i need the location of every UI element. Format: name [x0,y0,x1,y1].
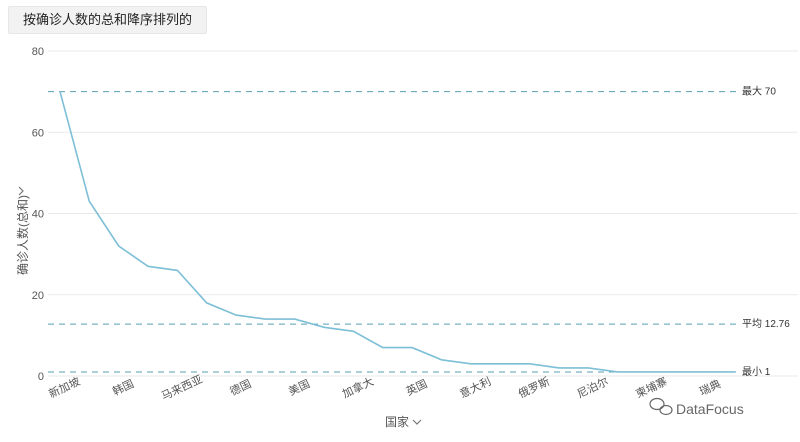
watermark: DataFocus [649,397,744,417]
watermark-text: DataFocus [676,401,744,417]
reference-line-label: 平均 12.76 [742,318,790,330]
x-tick-label: 加拿大 [340,374,376,401]
y-tick-label: 80 [32,46,44,58]
gridlines [48,50,798,377]
y-axis-dropdown-icon[interactable] [18,186,24,196]
x-axis-dropdown-icon[interactable] [412,419,422,425]
x-tick-label: 俄罗斯 [516,375,551,401]
y-tick-label: 40 [32,209,44,221]
chart-title: 按确诊人数的总和降序排列的 [8,6,208,34]
reference-lines: 最大 70 平均 12.76 最小 1 [48,85,790,378]
x-axis-title[interactable]: 国家 [385,414,409,429]
reference-line-label: 最大 70 [742,85,776,98]
x-tick-label: 马来西亚 [159,373,204,403]
series-layer [59,91,735,373]
x-tick-label: 尼泊尔 [575,375,610,401]
x-tick-label: 柬埔寨 [633,374,669,401]
x-tick-label: 新加坡 [46,374,82,401]
wechat-icon [649,397,673,416]
x-axis-ticks: 新加坡 韩国 马来西亚 德国 美国 加拿大 英国 意大利 俄罗斯 尼泊尔 柬埔寨 瑞典 [46,373,722,403]
x-tick-label: 英国 [404,376,430,398]
y-tick-label: 0 [38,371,44,383]
x-tick-label: 意大利 [457,374,493,401]
x-tick-label: 德国 [227,376,253,398]
x-tick-label: 美国 [287,377,312,398]
series-line [59,91,735,373]
reference-line-label: 最小 1 [742,366,771,378]
x-tick-label: 瑞典 [697,376,723,398]
x-tick-label: 韩国 [110,376,136,398]
y-axis-title[interactable]: 确诊人数(总和) [15,195,30,275]
y-axis-ticks: 0 20 40 60 80 [32,46,44,383]
y-tick-label: 60 [32,127,44,139]
y-tick-label: 20 [32,290,44,302]
